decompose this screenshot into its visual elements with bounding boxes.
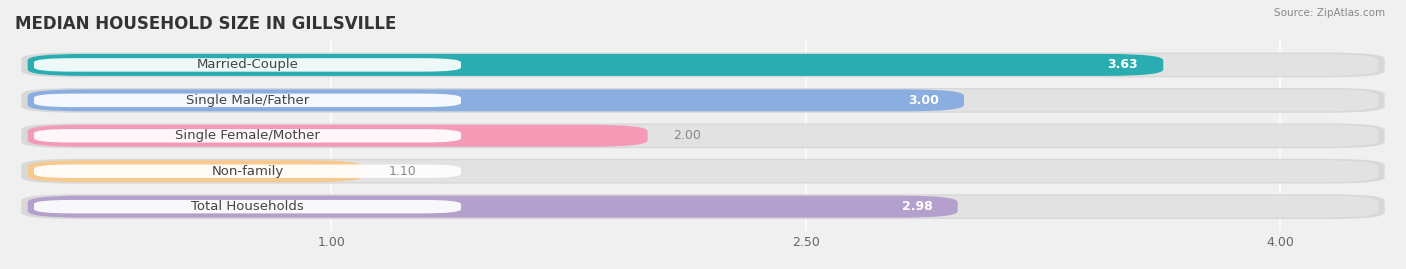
Text: 3.63: 3.63 bbox=[1108, 58, 1137, 71]
FancyBboxPatch shape bbox=[34, 58, 461, 72]
FancyBboxPatch shape bbox=[34, 164, 461, 178]
FancyBboxPatch shape bbox=[21, 123, 1385, 148]
FancyBboxPatch shape bbox=[28, 160, 1378, 182]
Text: Married-Couple: Married-Couple bbox=[197, 58, 298, 71]
Text: Single Female/Mother: Single Female/Mother bbox=[176, 129, 321, 142]
FancyBboxPatch shape bbox=[21, 194, 1385, 219]
Text: Non-family: Non-family bbox=[211, 165, 284, 178]
Text: 1.10: 1.10 bbox=[388, 165, 416, 178]
FancyBboxPatch shape bbox=[21, 52, 1385, 77]
FancyBboxPatch shape bbox=[28, 54, 1378, 76]
FancyBboxPatch shape bbox=[28, 89, 1378, 111]
FancyBboxPatch shape bbox=[21, 88, 1385, 113]
FancyBboxPatch shape bbox=[28, 196, 1378, 218]
FancyBboxPatch shape bbox=[28, 196, 957, 218]
FancyBboxPatch shape bbox=[28, 160, 363, 182]
Text: 2.98: 2.98 bbox=[901, 200, 932, 213]
Text: Source: ZipAtlas.com: Source: ZipAtlas.com bbox=[1274, 8, 1385, 18]
FancyBboxPatch shape bbox=[28, 125, 1378, 147]
FancyBboxPatch shape bbox=[34, 200, 461, 213]
Text: 2.00: 2.00 bbox=[673, 129, 700, 142]
Text: MEDIAN HOUSEHOLD SIZE IN GILLSVILLE: MEDIAN HOUSEHOLD SIZE IN GILLSVILLE bbox=[15, 15, 396, 33]
Text: Single Male/Father: Single Male/Father bbox=[186, 94, 309, 107]
FancyBboxPatch shape bbox=[28, 54, 1163, 76]
FancyBboxPatch shape bbox=[34, 129, 461, 143]
Text: Total Households: Total Households bbox=[191, 200, 304, 213]
FancyBboxPatch shape bbox=[28, 125, 648, 147]
FancyBboxPatch shape bbox=[28, 89, 965, 111]
Text: 3.00: 3.00 bbox=[908, 94, 939, 107]
FancyBboxPatch shape bbox=[21, 159, 1385, 184]
FancyBboxPatch shape bbox=[34, 94, 461, 107]
